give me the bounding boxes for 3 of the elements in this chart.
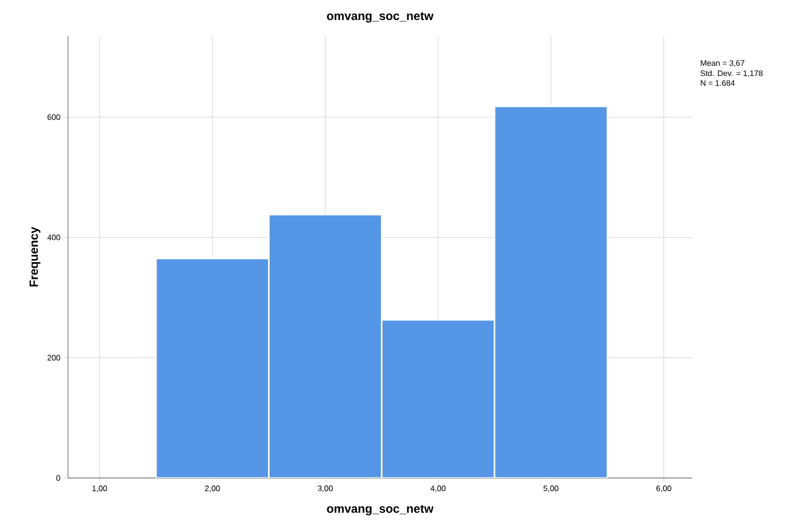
- y-axis-title: Frequency: [30, 226, 40, 286]
- chart-title: omvang_soc_netw: [326, 12, 434, 22]
- x-axis-title: omvang_soc_netw: [326, 504, 434, 516]
